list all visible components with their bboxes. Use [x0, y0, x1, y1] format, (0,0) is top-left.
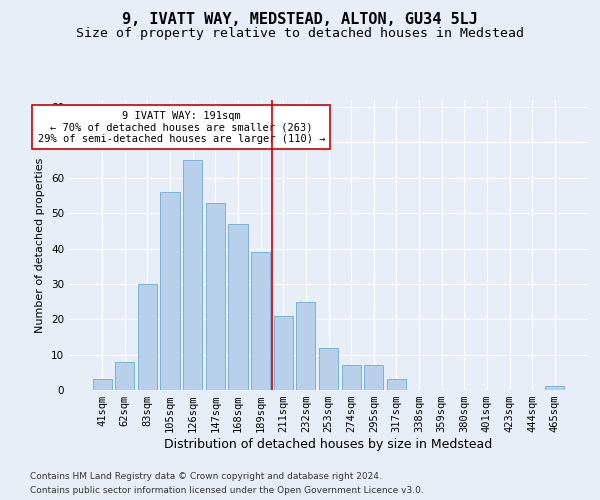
Bar [274, 316, 293, 390]
Bar [206, 202, 225, 390]
Bar [364, 365, 383, 390]
Bar [319, 348, 338, 390]
Text: Size of property relative to detached houses in Medstead: Size of property relative to detached ho… [76, 28, 524, 40]
Bar [183, 160, 202, 390]
Bar [229, 224, 248, 390]
Text: Contains HM Land Registry data © Crown copyright and database right 2024.: Contains HM Land Registry data © Crown c… [30, 472, 382, 481]
Bar [92, 380, 112, 390]
Bar [115, 362, 134, 390]
Bar [387, 380, 406, 390]
Bar [251, 252, 270, 390]
Y-axis label: Number of detached properties: Number of detached properties [35, 158, 46, 332]
Bar [138, 284, 157, 390]
Bar [160, 192, 180, 390]
Text: 9, IVATT WAY, MEDSTEAD, ALTON, GU34 5LJ: 9, IVATT WAY, MEDSTEAD, ALTON, GU34 5LJ [122, 12, 478, 28]
Bar [296, 302, 316, 390]
Text: Contains public sector information licensed under the Open Government Licence v3: Contains public sector information licen… [30, 486, 424, 495]
X-axis label: Distribution of detached houses by size in Medstead: Distribution of detached houses by size … [164, 438, 493, 451]
Bar [545, 386, 565, 390]
Text: 9 IVATT WAY: 191sqm
← 70% of detached houses are smaller (263)
29% of semi-detac: 9 IVATT WAY: 191sqm ← 70% of detached ho… [38, 110, 325, 144]
Bar [341, 365, 361, 390]
